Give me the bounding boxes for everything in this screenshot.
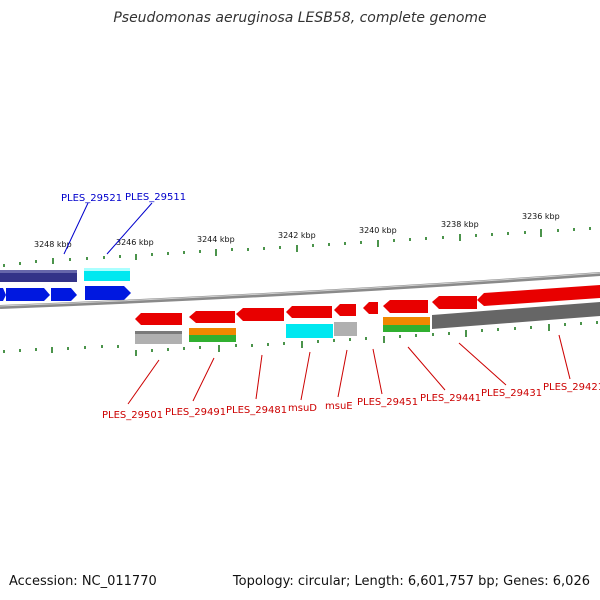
- scale-label: 3238 kbp: [441, 220, 479, 229]
- scale-label: 3248 kbp: [34, 240, 72, 249]
- scale-label: 3242 kbp: [278, 231, 316, 240]
- gene-label: msuE: [325, 401, 353, 412]
- genome-backbone: [0, 272, 600, 309]
- gene-arrow: [363, 302, 378, 314]
- gene-label: PLES_29521: [61, 193, 122, 204]
- gene-label: PLES_29501: [102, 410, 163, 421]
- feature-bar: [189, 335, 236, 342]
- feature-bar: [135, 331, 182, 344]
- scale-labels: 3248 kbp 3246 kbp 3244 kbp 3242 kbp 3240…: [34, 212, 560, 249]
- gene-label: PLES_29431: [481, 388, 542, 399]
- feature-bar: [383, 317, 430, 325]
- scale-label: 3240 kbp: [359, 226, 397, 235]
- gene-arrow: [0, 288, 6, 301]
- gene-arrow: [236, 308, 284, 321]
- scale-label: 3236 kbp: [522, 212, 560, 221]
- genome-backbone-highlight: [0, 272, 600, 307]
- gene-label: PLES_29511: [125, 192, 186, 203]
- gene-arrow: [51, 288, 77, 301]
- scale-label: 3246 kbp: [116, 238, 154, 247]
- gene-arrow: [189, 311, 235, 323]
- bottom-tick-row: [3, 321, 598, 356]
- top-gene-labels: PLES_29521 PLES_29511: [61, 192, 186, 204]
- feature-bar: [383, 325, 430, 332]
- feature-bar: [334, 322, 357, 336]
- gene-label: msuD: [288, 403, 317, 414]
- genome-summary-text: Topology: circular; Length: 6,601,757 bp…: [232, 574, 590, 589]
- genome-title: Pseudomonas aeruginosa LESB58, complete …: [113, 10, 487, 26]
- gene-arrow: [334, 304, 356, 316]
- gene-arrow: [286, 306, 332, 318]
- gene-label: PLES_29491: [165, 407, 226, 418]
- top-tick-row: [3, 227, 591, 267]
- gene-arrow: [85, 286, 131, 300]
- gene-label: PLES_29421: [543, 382, 600, 393]
- gene-arrow: [383, 300, 428, 313]
- bottom-gene-labels: PLES_29501 PLES_29491 PLES_29481 msuD ms…: [102, 382, 600, 421]
- feature-bar-highlight: [135, 331, 182, 334]
- gene-arrow: [6, 288, 50, 301]
- gene-label: PLES_29481: [226, 405, 287, 416]
- accession-text: Accession: NC_011770: [9, 574, 157, 589]
- gene-label: PLES_29441: [420, 393, 481, 404]
- scale-label: 3244 kbp: [197, 235, 235, 244]
- feature-bar-highlight: [84, 268, 130, 271]
- forward-strand-track: [0, 268, 131, 301]
- gene-arrow: [135, 313, 182, 325]
- feature-bar-highlight: [0, 270, 77, 273]
- lower-feature-track: [135, 302, 600, 344]
- label-leader-lines: [63, 202, 571, 405]
- feature-bar: [286, 324, 333, 338]
- feature-bar: [84, 268, 130, 281]
- gene-label: PLES_29451: [357, 397, 418, 408]
- gene-arrow: [477, 285, 600, 306]
- feature-bar: [189, 328, 236, 335]
- gene-arrow: [432, 296, 477, 309]
- feature-bar: [432, 302, 600, 329]
- reverse-strand-genes: [135, 285, 600, 325]
